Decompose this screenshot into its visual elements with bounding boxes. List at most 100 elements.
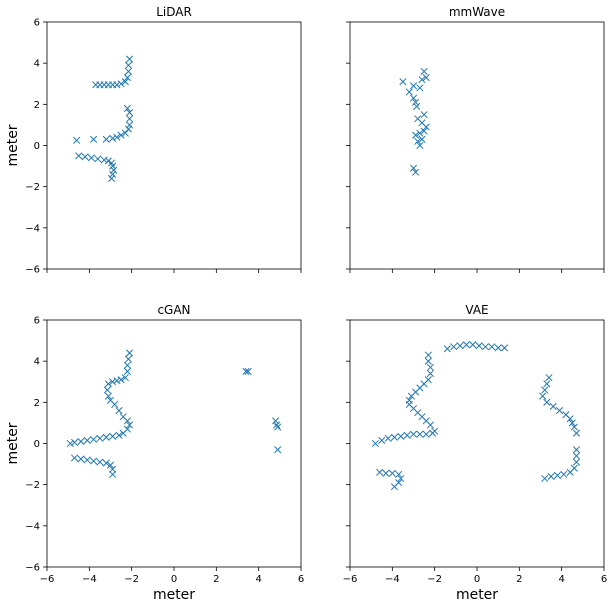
x-tick-label: 0 xyxy=(474,574,480,585)
x-tick-label: 4 xyxy=(255,574,261,585)
data-point xyxy=(390,483,399,491)
data-point xyxy=(106,461,115,469)
data-point xyxy=(390,433,399,441)
data-point xyxy=(405,88,413,96)
data-point xyxy=(543,380,551,388)
data-point xyxy=(125,109,134,117)
data-point xyxy=(81,153,89,161)
plot-frame xyxy=(46,319,302,568)
data-point xyxy=(560,470,568,478)
data-point xyxy=(566,415,574,423)
plot-frame xyxy=(46,21,302,270)
data-point xyxy=(412,168,420,176)
data-point xyxy=(553,471,561,479)
x-tick-label: 4 xyxy=(558,574,564,585)
data-point xyxy=(397,474,405,483)
data-point xyxy=(399,78,407,86)
data-point xyxy=(70,438,79,447)
y-tick-label: −4 xyxy=(25,223,40,234)
data-point xyxy=(409,164,418,172)
data-point xyxy=(125,55,134,63)
data-point xyxy=(124,67,133,75)
data-point xyxy=(539,392,547,400)
data-point xyxy=(450,343,458,351)
data-point xyxy=(113,377,121,385)
data-point xyxy=(572,458,581,466)
data-point xyxy=(90,457,98,465)
panel-mmwave: mmWave xyxy=(346,5,605,273)
data-point xyxy=(125,115,134,123)
data-point xyxy=(104,157,112,165)
x-tick-label: −6 xyxy=(343,574,358,585)
data-point xyxy=(124,355,133,363)
data-point xyxy=(121,129,129,137)
y-tick-label: 2 xyxy=(34,398,40,409)
x-tick-label: 6 xyxy=(298,574,304,585)
data-point xyxy=(426,421,434,429)
data-point xyxy=(376,468,384,476)
y-tick-label: −2 xyxy=(25,480,40,491)
data-point xyxy=(494,344,502,352)
data-point xyxy=(274,423,282,431)
data-point xyxy=(413,102,421,110)
data-point xyxy=(123,74,131,82)
data-point xyxy=(422,74,430,82)
data-point xyxy=(73,136,81,144)
y-tick-label: −4 xyxy=(25,521,40,532)
x-tick-label: −4 xyxy=(385,574,400,585)
data-point xyxy=(382,469,390,477)
y-tick-label: 4 xyxy=(34,59,40,70)
data-point xyxy=(90,435,98,443)
data-point xyxy=(543,398,551,406)
data-point xyxy=(409,430,418,438)
data-point xyxy=(412,131,420,139)
data-point xyxy=(272,417,280,425)
data-point xyxy=(428,429,437,437)
panel-title: mmWave xyxy=(449,5,505,19)
data-point xyxy=(397,432,405,440)
data-point xyxy=(488,343,496,351)
data-point xyxy=(456,342,464,350)
data-point xyxy=(94,155,102,163)
data-point xyxy=(102,433,110,441)
y-tick-label: −6 xyxy=(25,265,40,276)
data-point xyxy=(462,341,470,349)
y-axis-label: meter xyxy=(5,124,21,166)
data-point xyxy=(407,392,415,400)
data-point xyxy=(123,104,131,113)
data-point xyxy=(102,135,110,143)
data-point xyxy=(424,351,432,359)
data-point xyxy=(104,392,112,400)
data-point xyxy=(109,432,117,440)
panel-cgan: −6−6 −4 −4 −2 −2 0 0 2 2 4 4 6 6 cGAN meter meter xyxy=(5,303,304,603)
data-point xyxy=(125,349,134,357)
data-point xyxy=(416,430,424,438)
y-tick-label: 0 xyxy=(34,439,40,450)
data-point xyxy=(115,431,123,439)
data-point xyxy=(412,98,420,106)
data-point xyxy=(384,434,392,442)
data-point xyxy=(109,470,117,478)
data-point xyxy=(244,367,252,376)
plot-frame xyxy=(349,319,605,568)
data-point xyxy=(111,400,119,408)
data-point xyxy=(115,407,123,415)
data-point xyxy=(395,470,403,478)
data-point xyxy=(443,345,451,353)
panel-title: VAE xyxy=(465,303,488,317)
data-point xyxy=(420,67,428,75)
y-axis-label: meter xyxy=(5,422,21,464)
data-point xyxy=(426,363,434,371)
data-point xyxy=(422,123,430,131)
data-point xyxy=(568,419,576,427)
data-point xyxy=(121,374,129,382)
data-point xyxy=(378,436,386,444)
data-point xyxy=(416,129,424,137)
y-tick-label: −2 xyxy=(25,182,40,193)
y-tick-label: 6 xyxy=(34,316,40,327)
data-point xyxy=(87,154,96,162)
data-point xyxy=(75,152,83,160)
data-point xyxy=(109,170,117,178)
data-point xyxy=(409,82,418,90)
